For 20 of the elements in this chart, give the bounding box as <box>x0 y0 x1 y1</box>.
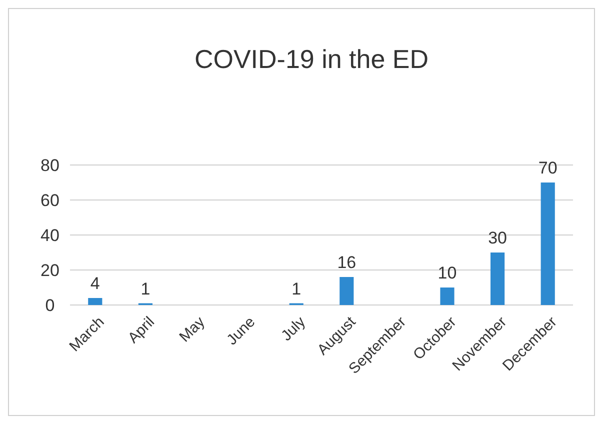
bar <box>540 182 555 305</box>
data-label: 30 <box>488 228 508 248</box>
data-label: 1 <box>140 279 150 298</box>
bar <box>440 288 454 305</box>
data-label: 1 <box>292 279 302 298</box>
data-label: 16 <box>337 253 356 272</box>
bar <box>340 277 354 305</box>
y-tick-label: 60 <box>40 190 60 210</box>
data-label: 10 <box>438 264 457 282</box>
x-tick-label: July <box>278 313 310 344</box>
data-label: 70 <box>538 158 558 178</box>
y-tick-label: 20 <box>40 260 60 280</box>
bar <box>490 252 505 305</box>
y-tick-label: 80 <box>40 156 60 175</box>
x-tick-label: May <box>176 313 209 346</box>
chart-title: COVID-19 in the ED <box>194 44 429 74</box>
data-label: 4 <box>90 274 100 293</box>
bar <box>88 298 102 305</box>
y-tick-label: 40 <box>40 226 60 245</box>
y-tick-label: 0 <box>45 296 55 315</box>
